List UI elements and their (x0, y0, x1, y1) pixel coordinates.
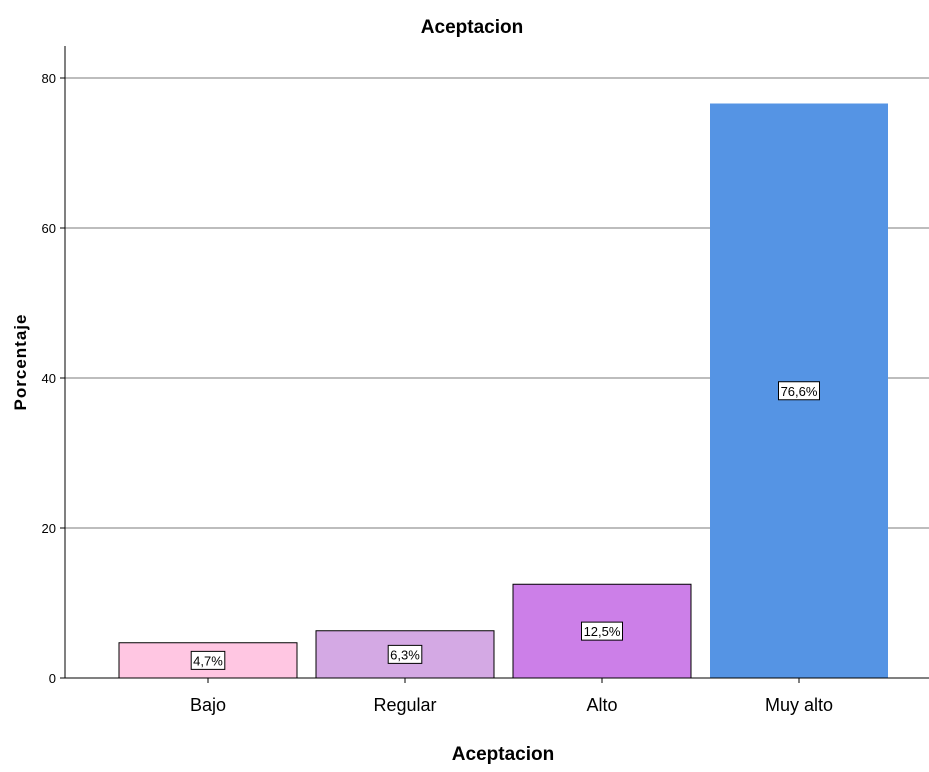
chart-title: Aceptacion (421, 17, 523, 38)
data-labels: 4,7% 6,3% 12,5% 76,6% (190, 381, 820, 670)
data-label-box (581, 621, 623, 641)
data-label-box (190, 650, 226, 670)
x-tick-label: Alto (586, 695, 617, 715)
y-tick-label: 40 (42, 371, 56, 386)
y-tick-labels: 0 20 40 60 80 (42, 71, 65, 686)
bars (118, 103, 888, 679)
y-tick-label: 80 (42, 71, 56, 86)
y-axis-title: Porcentaje (11, 314, 30, 411)
y-tick-label: 60 (42, 221, 56, 236)
data-label: 4,7% (193, 653, 223, 668)
data-label: 12,5% (584, 624, 621, 639)
y-tick-label: 20 (42, 521, 56, 536)
x-tick-label: Muy alto (765, 695, 833, 715)
y-tick-label: 0 (49, 671, 56, 686)
data-label: 6,3% (390, 647, 420, 662)
x-tick-labels: Bajo Regular Alto Muy alto (190, 678, 833, 715)
data-label-box (778, 381, 820, 401)
x-tick-label: Regular (373, 695, 436, 715)
data-label: 76,6% (781, 384, 818, 399)
data-label-box (387, 644, 423, 664)
x-axis-title: Aceptacion (452, 744, 554, 765)
x-tick-label: Bajo (190, 695, 226, 715)
